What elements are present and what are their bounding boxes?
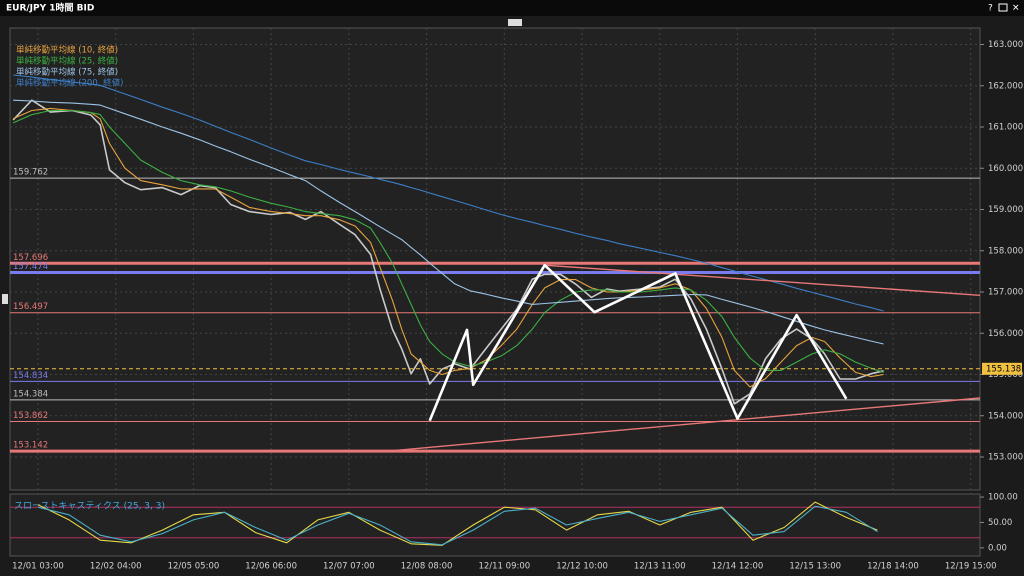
series-line	[37, 505, 878, 546]
level-label: 159.762	[13, 168, 48, 178]
y-tick-label: 154.000	[988, 411, 1023, 421]
y-tick-label: 50.00	[988, 518, 1012, 528]
level-label: 154.834	[13, 371, 48, 381]
window-title: EUR/JPY 1時間 BID	[6, 2, 94, 14]
panel-title: スローストキャスティクス (25, 3, 3)	[14, 501, 165, 512]
x-tick-label: 12/19 15:00	[945, 562, 997, 572]
x-tick-label: 12/08 08:00	[401, 562, 453, 572]
y-tick-label: 162.000	[988, 81, 1023, 91]
x-tick-label: 12/07 07:00	[323, 562, 375, 572]
y-tick-label: 100.00	[988, 493, 1018, 503]
current-price-tag	[982, 362, 1022, 375]
level-label: 154.384	[13, 389, 48, 399]
x-tick-label: 12/01 03:00	[12, 562, 64, 572]
trend-line	[544, 264, 981, 296]
trend-line	[395, 397, 981, 452]
x-tick-label: 12/11 09:00	[478, 562, 530, 572]
y-tick-label: 160.000	[988, 164, 1023, 174]
series-line	[12, 99, 884, 405]
y-tick-label: 161.000	[988, 123, 1023, 133]
legend-entry: 単純移動平均線 (10, 終値)	[16, 45, 118, 56]
series-line	[37, 501, 878, 546]
x-tick-label: 12/15 13:00	[789, 562, 841, 572]
maximize-button[interactable]	[998, 3, 1008, 12]
collapse-tab[interactable]	[508, 19, 522, 26]
series-line	[12, 109, 884, 373]
level-label: 156.497	[13, 302, 48, 312]
zigzag-pattern	[428, 263, 848, 422]
legend-entry: 単純移動平均線 (25, 終値)	[16, 56, 118, 67]
y-tick-label: 153.000	[988, 453, 1023, 463]
level-label: 153.142	[13, 441, 48, 451]
x-tick-label: 12/18 14:00	[867, 562, 919, 572]
series-line	[13, 99, 884, 345]
x-tick-label: 12/05 05:00	[168, 562, 220, 572]
x-tick-label: 12/13 11:00	[634, 562, 686, 572]
level-label: 157.696	[13, 253, 48, 263]
series-line	[13, 74, 884, 312]
y-tick-label: 156.000	[988, 329, 1023, 339]
x-tick-label: 12/06 06:00	[245, 562, 297, 572]
level-label: 157.474	[13, 262, 48, 272]
y-tick-label: 157.000	[988, 288, 1023, 298]
y-tick-label: 163.000	[988, 40, 1023, 50]
help-button[interactable]: ?	[988, 4, 993, 14]
legend-entry: 単純移動平均線 (200, 終値)	[16, 78, 123, 89]
legend-entry: 単純移動平均線 (75, 終値)	[16, 67, 118, 78]
x-tick-label: 12/14 12:00	[712, 562, 764, 572]
plot-area	[9, 27, 981, 491]
level-label: 153.862	[13, 411, 48, 421]
x-tick-label: 12/12 10:00	[556, 562, 608, 572]
current-price-label: 155.138	[986, 364, 1021, 374]
y-tick-label: 158.000	[988, 246, 1023, 256]
y-tick-label: 0.00	[988, 543, 1007, 553]
y-tick-label: 159.000	[988, 205, 1023, 215]
side-tab[interactable]	[2, 294, 8, 304]
x-tick-label: 12/02 04:00	[90, 562, 142, 572]
close-button[interactable]: ✕	[1012, 4, 1020, 14]
title-bar	[0, 0, 1024, 16]
y-tick-label: 155.000	[988, 370, 1023, 380]
